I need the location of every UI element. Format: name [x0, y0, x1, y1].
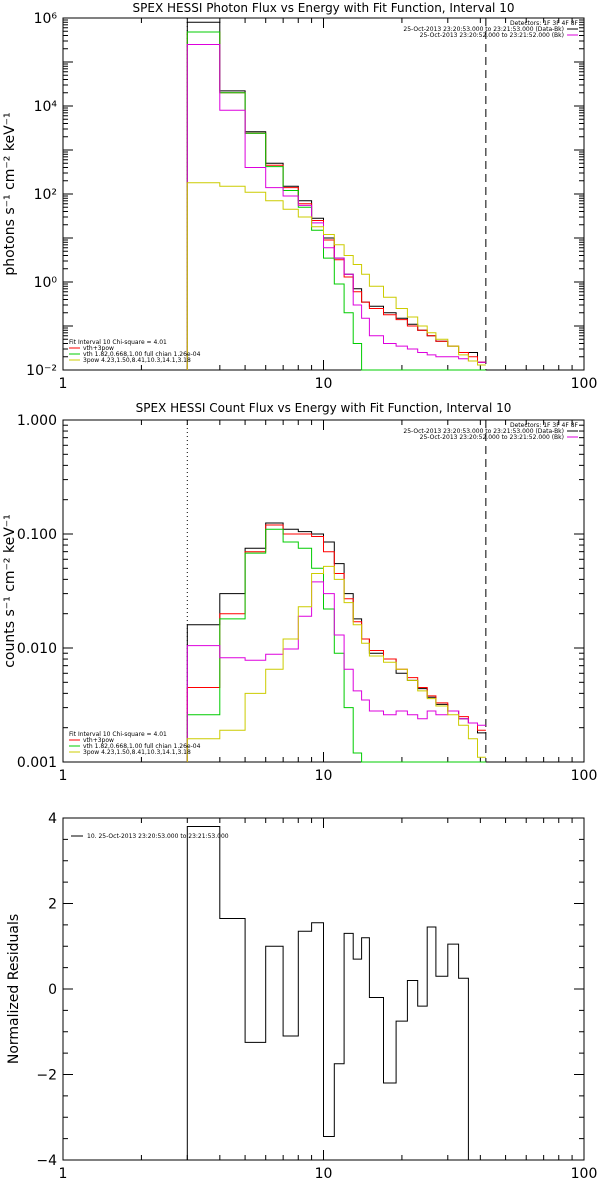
- y-tick-label: −4: [36, 1153, 57, 1169]
- y-tick-label: 0.001: [17, 755, 57, 771]
- y-axis-label: counts s⁻¹ cm⁻² keV⁻¹: [2, 514, 18, 668]
- series-step-vth: [186, 31, 486, 371]
- legend-top-text: 25-Oct-2013 23:20:53.000 to 23:21:53.000…: [403, 428, 564, 435]
- x-tick-label: 100: [571, 1166, 598, 1182]
- y-tick-label: −2: [36, 1068, 57, 1084]
- series-step-vth-3pow: [186, 524, 486, 762]
- y-tick-label: 10⁶: [34, 11, 58, 27]
- series-step-3pow: [186, 182, 486, 370]
- series-step-data-bk: [186, 21, 486, 370]
- legend-bottom-text: vth+3pow: [83, 345, 114, 352]
- y-tick-label: 0.010: [17, 641, 57, 657]
- series-step-residuals: [186, 826, 486, 1161]
- y-tick-label: 2: [48, 897, 57, 913]
- legend-bottom-text: Fit Interval 10 Chi-square = 4.01: [69, 731, 167, 738]
- x-tick-label: 10: [315, 1166, 333, 1182]
- y-axis-label: photons s⁻¹ cm⁻² keV⁻¹: [2, 112, 18, 275]
- legend-top-text: 25-Oct-2013 23:20:52.000 to 23:21:52.000…: [420, 434, 564, 441]
- y-tick-label: 0.100: [17, 527, 57, 543]
- y-tick-label: 10⁴: [34, 99, 58, 115]
- x-tick-label: 1: [59, 376, 68, 392]
- series-step-bk: [186, 44, 486, 370]
- legend-top-text: Detectors: 1F 3F 4F 8F: [510, 422, 579, 429]
- y-tick-label: 4: [48, 811, 57, 827]
- legend-bottom-text: 3pow 4.23,1.50,8.41,10.3,14.1,3.18: [83, 749, 191, 756]
- chart-title: SPEX HESSI Count Flux vs Energy with Fit…: [136, 401, 512, 415]
- chart-panel-2: SPEX HESSI Count Flux vs Energy with Fit…: [2, 401, 597, 784]
- legend-top-text: Detectors: 1F 3F 4F 8F: [510, 20, 579, 27]
- series-step-data-bk: [186, 522, 486, 762]
- chart-panel-3: 1 10 100 −4 −2 0 2 4 Normalized Residuals 10. 25-…: [6, 811, 597, 1182]
- residual-legend-text: 10. 25-Oct-2013 23:20:53.000 to 23:21:53…: [87, 833, 229, 840]
- x-tick-label: 10: [315, 376, 333, 392]
- plot-frame: [62, 17, 585, 371]
- x-tick-label: 1: [59, 768, 68, 784]
- series-step-3pow: [186, 565, 486, 762]
- legend-bottom-text: vth 1.82,0.668,1.00 full chian 1.26e-04: [83, 743, 201, 750]
- x-tick-label: 100: [571, 376, 598, 392]
- chart-title: SPEX HESSI Photon Flux vs Energy with Fi…: [133, 1, 515, 15]
- series-step-bk: [186, 581, 486, 762]
- y-tick-label: 10²: [34, 187, 57, 203]
- chart-panel-1: SPEX HESSI Photon Flux vs Energy with Fi…: [2, 1, 597, 392]
- y-tick-label: 10⁻²: [26, 363, 57, 379]
- y-tick-label: 1.000: [17, 413, 57, 429]
- series-step-vth-3pow: [186, 31, 486, 370]
- y-axis-label: Normalized Residuals: [6, 914, 22, 1064]
- x-tick-label: 100: [571, 768, 598, 784]
- x-tick-label: 10: [315, 768, 333, 784]
- legend-bottom-text: vth 1.82,0.668,1.00 full chian 1.26e-04: [83, 351, 201, 358]
- legend-bottom-text: 3pow 4.23,1.50,8.41,10.3,14.1,3.18: [83, 357, 191, 364]
- legend-top-text: 25-Oct-2013 23:20:53.000 to 23:21:53.000…: [403, 26, 564, 33]
- series-step-vth: [186, 528, 486, 763]
- legend-top-text: 25-Oct-2013 23:20:52.000 to 23:21:52.000…: [420, 32, 564, 39]
- x-tick-label: 1: [59, 1166, 68, 1182]
- legend-bottom-text: vth+3pow: [83, 737, 114, 744]
- legend-bottom-text: Fit Interval 10 Chi-square = 4.01: [69, 339, 167, 346]
- y-tick-label: 10⁰: [34, 275, 58, 291]
- y-tick-label: 0: [48, 982, 57, 998]
